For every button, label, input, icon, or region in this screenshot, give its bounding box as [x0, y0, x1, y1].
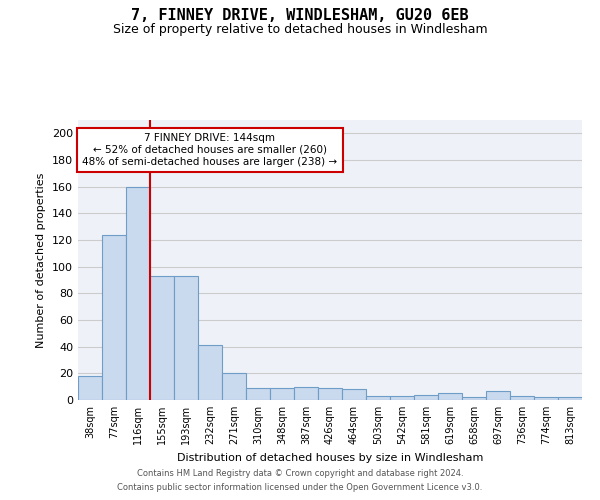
Bar [198, 346, 222, 400]
Bar [558, 398, 582, 400]
Bar [174, 276, 198, 400]
Text: 7, FINNEY DRIVE, WINDLESHAM, GU20 6EB: 7, FINNEY DRIVE, WINDLESHAM, GU20 6EB [131, 8, 469, 22]
Bar [102, 234, 126, 400]
Bar [462, 398, 486, 400]
Bar [486, 390, 510, 400]
Bar [270, 388, 294, 400]
Bar [222, 374, 246, 400]
Bar [318, 388, 342, 400]
Bar [510, 396, 534, 400]
Bar [342, 390, 366, 400]
Text: Contains public sector information licensed under the Open Government Licence v3: Contains public sector information licen… [118, 484, 482, 492]
Bar [438, 394, 462, 400]
Bar [246, 388, 270, 400]
Text: 7 FINNEY DRIVE: 144sqm
← 52% of detached houses are smaller (260)
48% of semi-de: 7 FINNEY DRIVE: 144sqm ← 52% of detached… [82, 134, 338, 166]
Bar [534, 398, 558, 400]
Text: Contains HM Land Registry data © Crown copyright and database right 2024.: Contains HM Land Registry data © Crown c… [137, 468, 463, 477]
Bar [366, 396, 390, 400]
Bar [414, 394, 438, 400]
Text: Size of property relative to detached houses in Windlesham: Size of property relative to detached ho… [113, 22, 487, 36]
Bar [126, 186, 150, 400]
Bar [150, 276, 174, 400]
Bar [390, 396, 414, 400]
Bar [78, 376, 102, 400]
Bar [294, 386, 318, 400]
X-axis label: Distribution of detached houses by size in Windlesham: Distribution of detached houses by size … [177, 452, 483, 462]
Y-axis label: Number of detached properties: Number of detached properties [37, 172, 46, 348]
